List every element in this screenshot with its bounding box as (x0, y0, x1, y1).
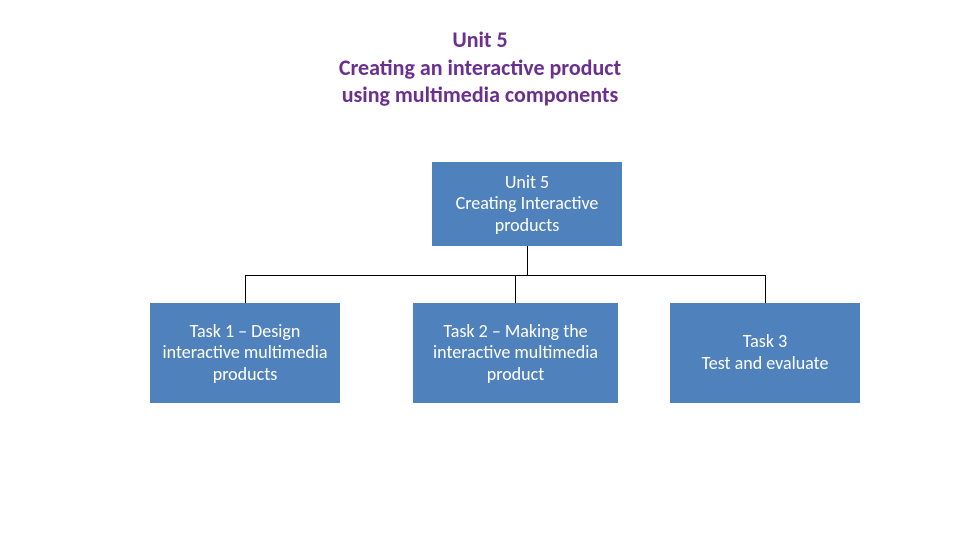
root-line-2: Creating Interactive products (432, 193, 622, 236)
title-line-2: Creating an interactive product (0, 54, 960, 82)
connector-line (515, 275, 516, 303)
tree-child-node: Task 3Test and evaluate (670, 303, 860, 403)
root-line-1: Unit 5 (505, 172, 549, 194)
title-line-3: using multimedia components (0, 81, 960, 109)
page-title: Unit 5 Creating an interactive product u… (0, 26, 960, 109)
connector-line (765, 275, 766, 303)
title-line-1: Unit 5 (0, 26, 960, 54)
tree-child-node: Task 2 – Making the interactive multimed… (413, 303, 618, 403)
connector-line (527, 246, 528, 275)
connector-line (245, 275, 246, 303)
connector-line (245, 275, 765, 276)
child-line: Test and evaluate (702, 353, 829, 375)
child-line: Task 3 (743, 331, 787, 353)
tree-child-node: Task 1 – Design interactive multimedia p… (150, 303, 340, 403)
tree-root-node: Unit 5 Creating Interactive products (432, 162, 622, 246)
